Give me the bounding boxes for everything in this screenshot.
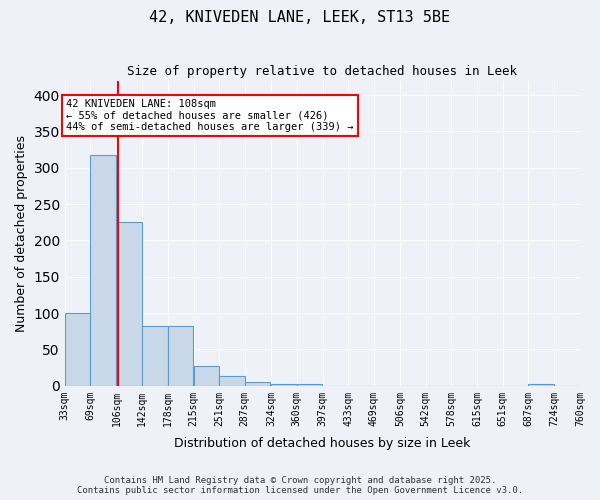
Bar	[245, 382, 271, 386]
Bar	[528, 384, 554, 386]
Text: Contains HM Land Registry data © Crown copyright and database right 2025.
Contai: Contains HM Land Registry data © Crown c…	[77, 476, 523, 495]
Bar	[194, 366, 219, 386]
Y-axis label: Number of detached properties: Number of detached properties	[15, 134, 28, 332]
Text: 42 KNIVEDEN LANE: 108sqm
← 55% of detached houses are smaller (426)
44% of semi-: 42 KNIVEDEN LANE: 108sqm ← 55% of detach…	[66, 98, 354, 132]
Bar	[219, 376, 245, 386]
Bar	[65, 313, 91, 386]
Text: 42, KNIVEDEN LANE, LEEK, ST13 5BE: 42, KNIVEDEN LANE, LEEK, ST13 5BE	[149, 10, 451, 25]
Bar	[167, 326, 193, 386]
Bar	[580, 382, 600, 386]
X-axis label: Distribution of detached houses by size in Leek: Distribution of detached houses by size …	[174, 437, 470, 450]
Bar	[142, 326, 167, 386]
Bar	[116, 222, 142, 386]
Bar	[271, 384, 296, 386]
Bar	[91, 156, 116, 386]
Bar	[296, 384, 322, 386]
Title: Size of property relative to detached houses in Leek: Size of property relative to detached ho…	[127, 65, 517, 78]
